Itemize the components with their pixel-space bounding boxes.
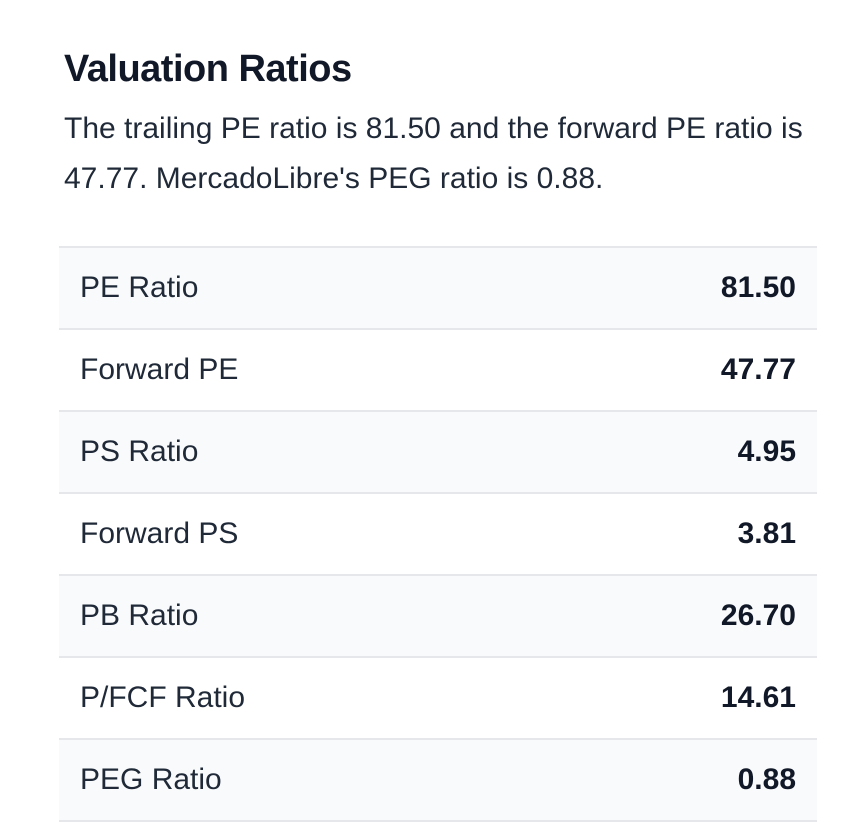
table-row-pe-ratio: PE Ratio 81.50 bbox=[59, 246, 817, 329]
section-description: The trailing PE ratio is 81.50 and the f… bbox=[64, 112, 803, 195]
ratio-label: PS Ratio bbox=[59, 410, 559, 493]
table-row-forward-pe: Forward PE 47.77 bbox=[59, 328, 817, 411]
ratio-value: 81.50 bbox=[558, 246, 817, 329]
section-title: Valuation Ratios bbox=[64, 48, 352, 90]
ratio-label: Forward PS bbox=[59, 492, 559, 575]
ratio-label: PEG Ratio bbox=[59, 738, 559, 822]
table-row-ps-ratio: PS Ratio 4.95 bbox=[59, 410, 817, 493]
ratio-label: Forward PE bbox=[59, 328, 559, 411]
ratio-label: P/FCF Ratio bbox=[59, 656, 559, 739]
ratio-value: 14.61 bbox=[558, 656, 817, 739]
ratio-label: PE Ratio bbox=[59, 246, 559, 329]
table-row-peg-ratio: PEG Ratio 0.88 bbox=[59, 738, 817, 822]
table-row-pfcf-ratio: P/FCF Ratio 14.61 bbox=[59, 656, 817, 739]
table-row-pb-ratio: PB Ratio 26.70 bbox=[59, 574, 817, 657]
ratios-table: PE Ratio 81.50 Forward PE 47.77 PS Ratio… bbox=[59, 246, 817, 822]
ratio-value: 47.77 bbox=[558, 328, 817, 411]
ratio-label: PB Ratio bbox=[59, 574, 559, 657]
ratio-value: 26.70 bbox=[558, 574, 817, 657]
ratio-value: 3.81 bbox=[558, 492, 817, 575]
ratio-value: 4.95 bbox=[558, 410, 817, 493]
ratio-value: 0.88 bbox=[558, 738, 817, 822]
table-row-forward-ps: Forward PS 3.81 bbox=[59, 492, 817, 575]
